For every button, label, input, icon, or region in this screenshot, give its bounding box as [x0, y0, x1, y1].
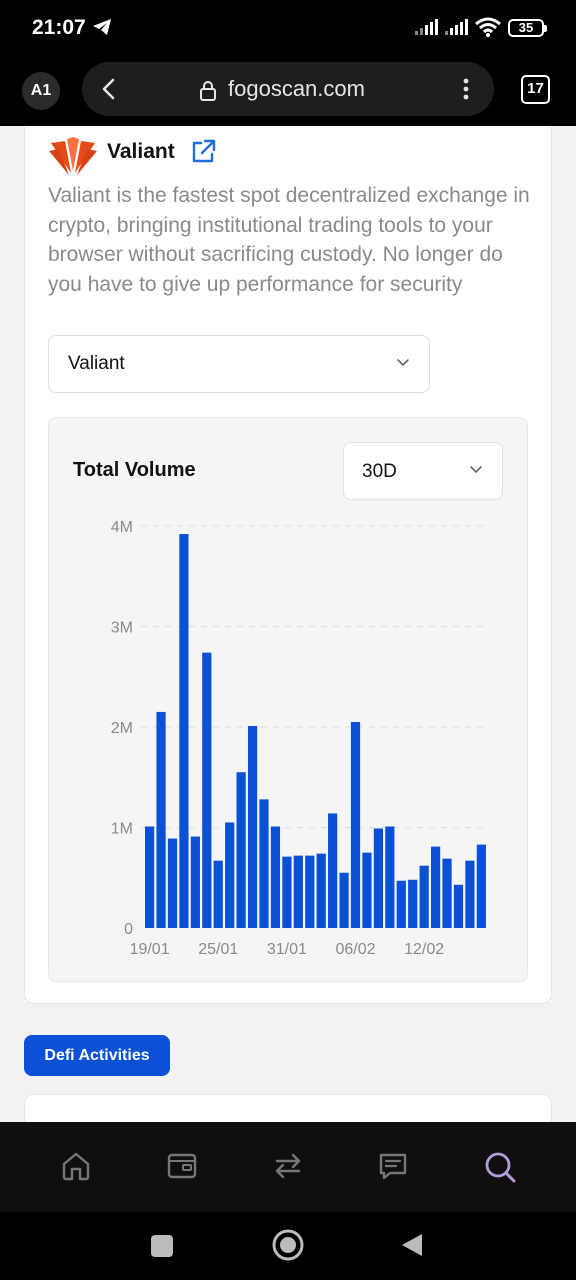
page-content: Valiant Valiant is the fastest spot dece… [0, 126, 576, 1122]
volume-bar-chart: 0 1M 2M 3M 4M 19/01 25/01 31/01 06/02 12/02 [111, 519, 489, 958]
period-select-value: 30D [362, 461, 397, 482]
project-card: Valiant Valiant is the fastest spot dece… [24, 126, 552, 1004]
chevron-down-icon [397, 359, 409, 367]
x-tick-label: 12/02 [404, 941, 444, 958]
volume-bar[interactable] [236, 772, 246, 928]
address-bar[interactable]: fogoscan.com [82, 62, 494, 116]
volume-bar[interactable] [396, 880, 406, 928]
volume-bar[interactable] [167, 838, 178, 928]
volume-bar[interactable] [316, 853, 326, 928]
volume-bar[interactable] [282, 856, 292, 928]
volume-bar[interactable] [328, 813, 338, 928]
x-tick-label: 19/01 [130, 941, 170, 958]
wifi-icon [475, 17, 501, 37]
status-bar: 21:07 35 [0, 0, 576, 58]
volume-bar[interactable] [179, 534, 189, 928]
volume-bar[interactable] [270, 826, 281, 928]
volume-bar[interactable] [453, 884, 464, 928]
message-icon[interactable] [377, 1150, 409, 1182]
volume-bar[interactable] [476, 844, 486, 928]
volume-bar[interactable] [305, 855, 315, 928]
volume-bar[interactable] [339, 872, 349, 928]
x-tick-label: 31/01 [267, 941, 307, 958]
more-vert-icon[interactable] [460, 77, 472, 101]
battery-icon: 35 [508, 19, 547, 37]
volume-bar[interactable] [385, 826, 395, 928]
volume-bar[interactable] [225, 822, 235, 928]
volume-bar[interactable] [202, 652, 212, 928]
recents-icon[interactable] [150, 1234, 174, 1258]
x-tick-label: 25/01 [198, 941, 238, 958]
volume-bar[interactable] [442, 858, 452, 928]
tab-count-button[interactable]: 17 [521, 75, 550, 104]
y-tick-label: 1M [111, 821, 133, 838]
home-circle-icon[interactable] [271, 1228, 305, 1262]
chevron-down-icon [470, 466, 482, 474]
system-navigation [0, 1212, 576, 1280]
period-select[interactable]: 30D [343, 442, 503, 500]
back-triangle-icon[interactable] [400, 1232, 424, 1258]
volume-bar[interactable] [465, 860, 475, 928]
profile-avatar[interactable]: A1 [22, 72, 60, 110]
browser-toolbar: A1 fogoscan.com 17 [0, 58, 576, 126]
signal-icon [415, 19, 438, 35]
volume-bar[interactable] [259, 799, 269, 928]
telegram-icon [93, 19, 111, 35]
volume-chart-panel: Total Volume 30D 0 1M 2M 3M 4M 19/01 25/01 31/0… [48, 417, 528, 982]
volume-bar[interactable] [145, 826, 155, 928]
project-description: Valiant is the fastest spot decentralize… [48, 184, 530, 296]
volume-bar[interactable] [247, 725, 258, 928]
back-arrow-icon[interactable] [98, 77, 120, 101]
project-select-value: Valiant [68, 353, 125, 374]
y-tick-label: 2M [111, 720, 133, 737]
wallet-icon[interactable] [166, 1150, 198, 1182]
home-icon[interactable] [60, 1150, 92, 1182]
defi-activities-button[interactable]: Defi Activities [24, 1035, 170, 1076]
transfer-icon[interactable] [272, 1150, 304, 1182]
status-time: 21:07 [32, 16, 86, 39]
bottom-navigation [0, 1122, 576, 1212]
project-name: Valiant [107, 140, 175, 163]
y-tick-label: 3M [111, 620, 133, 637]
volume-bar[interactable] [293, 855, 303, 928]
volume-bar[interactable] [350, 721, 361, 928]
external-link-icon[interactable] [189, 138, 217, 166]
valiant-logo-icon [49, 137, 97, 175]
y-tick-label: 4M [111, 519, 133, 536]
activities-card [24, 1094, 552, 1122]
volume-bar[interactable] [419, 865, 429, 928]
volume-bar[interactable] [408, 879, 418, 928]
url-text[interactable]: fogoscan.com [228, 76, 365, 101]
volume-bar[interactable] [213, 860, 223, 928]
search-icon[interactable] [483, 1150, 517, 1184]
volume-bar[interactable] [190, 836, 200, 928]
signal-icon [445, 19, 468, 35]
project-select[interactable]: Valiant [48, 335, 430, 393]
volume-bar[interactable] [362, 852, 372, 928]
volume-bar[interactable] [373, 828, 383, 928]
y-tick-label: 0 [124, 921, 133, 938]
chart-title: Total Volume [73, 459, 196, 481]
volume-bar[interactable] [156, 711, 166, 928]
lock-icon [200, 81, 216, 101]
volume-bar[interactable] [431, 846, 441, 928]
x-tick-label: 06/02 [335, 941, 375, 958]
